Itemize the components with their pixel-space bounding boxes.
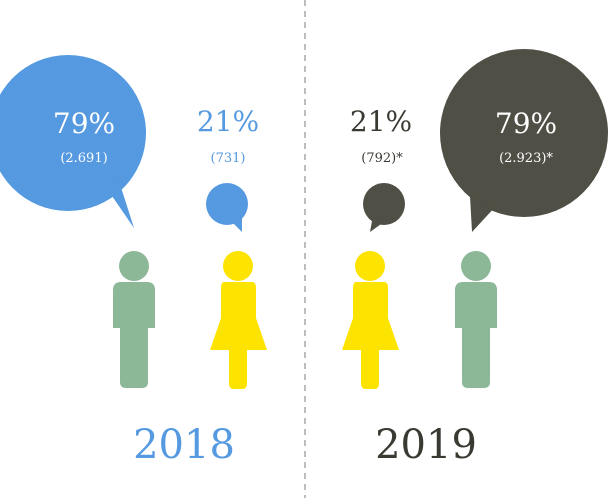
woman-icon-2019: [342, 251, 399, 389]
man-icon-2018: [113, 251, 155, 388]
bubble-women-2019: [363, 183, 405, 232]
man-icon-2019: [455, 251, 497, 388]
count-men-2018: (2.691): [60, 151, 107, 166]
year-2018: 2018: [133, 422, 235, 468]
percent-men-2018: 79%: [53, 107, 115, 140]
count-women-2018: (731): [211, 151, 246, 166]
bubble-men-2019: [440, 49, 608, 232]
woman-icon-2018: [210, 251, 267, 389]
percent-women-2018: 21%: [197, 105, 259, 138]
count-women-2019: (792)*: [361, 151, 403, 166]
bubble-men-2018: [0, 55, 146, 228]
count-men-2019: (2.923)*: [499, 151, 553, 166]
percent-men-2019: 79%: [495, 107, 557, 140]
bubble-women-2018: [206, 183, 248, 232]
year-2019: 2019: [375, 422, 477, 468]
percent-women-2019: 21%: [350, 105, 412, 138]
